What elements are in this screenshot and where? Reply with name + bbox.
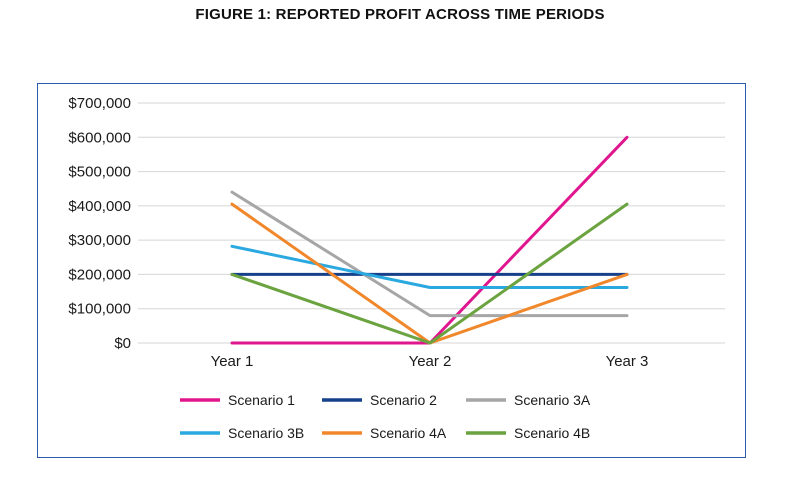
x-tick-label: Year 1: [211, 353, 254, 370]
legend-label: Scenario 4A: [370, 425, 447, 441]
x-tick-label: Year 2: [409, 353, 452, 370]
y-tick-label: $100,000: [68, 301, 131, 318]
x-tick-label: Year 3: [606, 353, 649, 370]
series-line-scenario-3b: [230, 244, 629, 289]
y-tick-label: $300,000: [68, 232, 131, 249]
series-lines: [230, 135, 629, 345]
legend-label: Scenario 3A: [514, 392, 591, 408]
legend: Scenario 1 Scenario 2 Scenario 3A Scenario …: [180, 392, 591, 441]
legend-item: Scenario 4A: [322, 425, 447, 441]
legend-item: Scenario 3A: [466, 392, 591, 408]
legend-item: Scenario 1: [180, 392, 295, 408]
legend-item: Scenario 4B: [466, 425, 590, 441]
y-tick-label: $0: [114, 335, 131, 352]
legend-label: Scenario 1: [228, 392, 295, 408]
legend-label: Scenario 3B: [228, 425, 304, 441]
legend-item: Scenario 3B: [180, 425, 304, 441]
y-tick-label: $600,000: [68, 129, 131, 146]
y-tick-label: $200,000: [68, 266, 131, 283]
figure-title: FIGURE 1: REPORTED PROFIT ACROSS TIME PE…: [195, 6, 605, 23]
y-tick-label: $400,000: [68, 198, 131, 215]
series-line-scenario-3a: [230, 190, 629, 318]
chart-frame: [37, 83, 746, 458]
legend-item: Scenario 2: [322, 392, 437, 408]
y-tick-label: $500,000: [68, 164, 131, 181]
legend-label: Scenario 2: [370, 392, 437, 408]
x-axis-tick-labels: Year 1 Year 2 Year 3: [211, 353, 649, 370]
gridlines: [138, 102, 725, 344]
y-tick-label: $700,000: [68, 95, 131, 112]
legend-label: Scenario 4B: [514, 425, 590, 441]
series-line-scenario-4b: [230, 202, 629, 345]
y-axis-tick-labels: $0 $100,000 $200,000 $300,000 $400,000 $500,0…: [68, 95, 131, 352]
